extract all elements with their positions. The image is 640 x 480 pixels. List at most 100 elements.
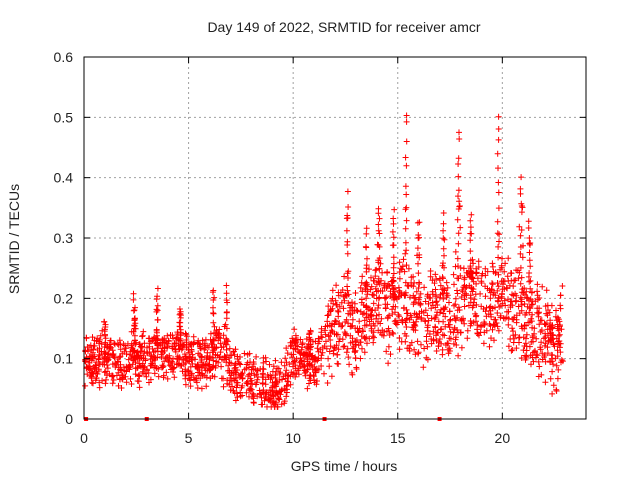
data-point: [109, 380, 116, 387]
data-point: [403, 217, 410, 224]
data-point: [470, 319, 477, 326]
data-point: [131, 332, 138, 339]
data-point: [195, 337, 202, 344]
data-point: [164, 375, 171, 382]
data-point: [311, 379, 318, 386]
data-point: [375, 227, 382, 234]
data-point: [344, 250, 351, 257]
data-point: [343, 349, 350, 356]
data-point: [209, 373, 216, 379]
data-point: [334, 331, 341, 338]
data-point: [507, 336, 514, 342]
data-point: [494, 150, 501, 157]
data-point: [390, 234, 397, 241]
data-point: [306, 360, 313, 367]
data-point: [547, 375, 554, 382]
y-tick-label: 0.1: [54, 351, 74, 367]
data-point: [542, 303, 549, 310]
data-point: [336, 338, 342, 345]
data-point: [451, 302, 457, 309]
data-point: [101, 349, 108, 355]
data-point: [554, 375, 561, 382]
data-point: [496, 238, 502, 245]
data-point: [345, 354, 352, 361]
data-point: [177, 319, 184, 326]
data-point: [307, 337, 314, 344]
data-point: [485, 311, 492, 318]
data-point: [257, 391, 264, 398]
data-point: [494, 230, 501, 237]
data-point: [351, 300, 358, 307]
data-point: [314, 357, 321, 364]
data-point: [210, 319, 217, 326]
data-point: [375, 275, 382, 282]
data-point: [432, 314, 439, 321]
data-point: [375, 221, 382, 228]
data-point: [490, 291, 497, 298]
data-point: [187, 341, 194, 348]
data-point: [357, 339, 364, 346]
data-point: [306, 351, 313, 358]
data-point: [270, 363, 277, 370]
data-point: [349, 335, 356, 342]
data-point: [109, 351, 116, 358]
data-point: [557, 292, 564, 299]
data-point: [341, 292, 348, 299]
data-point: [349, 345, 356, 352]
data-point: [456, 129, 462, 136]
data-point: [436, 294, 443, 301]
data-point: [250, 359, 257, 365]
data-point: [230, 388, 237, 394]
data-point: [503, 284, 510, 291]
data-point: [189, 360, 196, 367]
data-point: [416, 251, 423, 258]
data-point: [528, 339, 535, 345]
data-point: [210, 337, 217, 344]
data-point: [415, 270, 422, 277]
data-point: [533, 354, 539, 361]
data-point: [392, 320, 399, 327]
data-point: [416, 279, 422, 286]
data-point: [86, 356, 93, 363]
data-point: [139, 332, 146, 339]
data-point: [263, 358, 270, 365]
data-point: [344, 238, 351, 245]
data-point: [102, 321, 109, 328]
data-point: [530, 358, 537, 365]
data-point: [186, 341, 193, 347]
data-point: [303, 368, 309, 375]
data-point: [361, 310, 368, 317]
data-point: [440, 245, 447, 252]
data-point: [503, 314, 510, 321]
data-point: [140, 328, 147, 335]
data-point: [283, 367, 290, 374]
data-point: [176, 354, 183, 361]
data-point: [452, 301, 459, 308]
x-tick-label: 10: [285, 430, 301, 446]
data-point: [495, 113, 502, 120]
data-point: [529, 301, 536, 308]
data-point: [489, 281, 496, 288]
data-point: [87, 365, 94, 372]
data-point: [347, 323, 354, 330]
data-point: [483, 327, 490, 334]
data-point: [147, 352, 154, 359]
data-point: [403, 118, 410, 125]
data-point: [324, 380, 331, 386]
data-point: [177, 308, 184, 315]
data-point: [553, 386, 560, 393]
data-point: [306, 380, 312, 387]
data-point: [330, 347, 337, 354]
data-point: [410, 326, 417, 333]
data-point: [130, 307, 137, 314]
data-point: [515, 334, 522, 341]
data-point: [452, 315, 458, 322]
data-point: [134, 378, 141, 384]
data-point: [318, 329, 325, 336]
data-point: [291, 369, 297, 376]
data-point: [535, 358, 542, 365]
data-point: [244, 351, 251, 358]
data-point: [523, 355, 529, 361]
data-point: [403, 138, 410, 145]
data-point: [501, 268, 508, 275]
